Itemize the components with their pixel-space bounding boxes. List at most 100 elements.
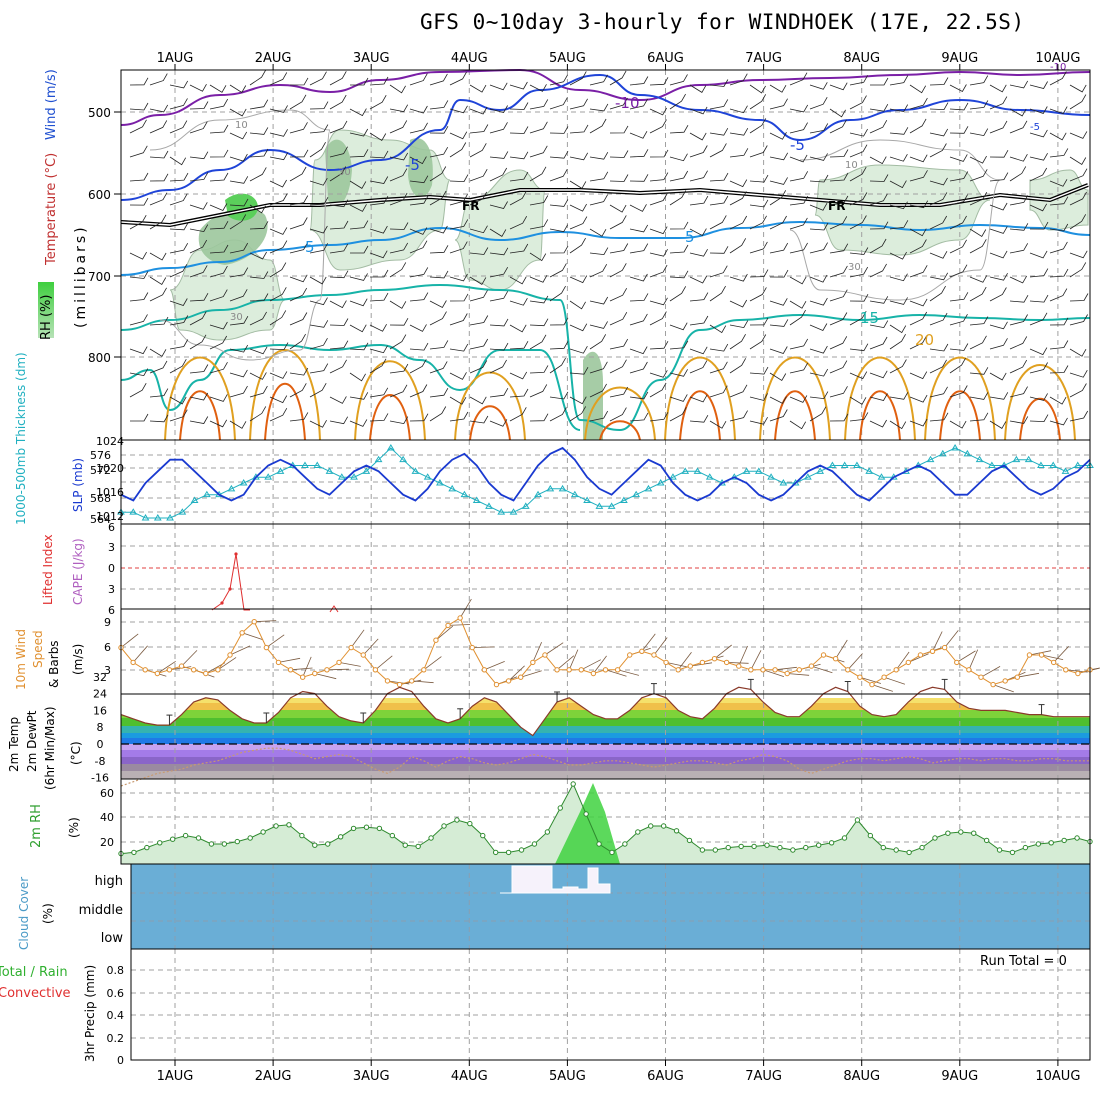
wind-speed-point — [275, 659, 282, 666]
wind-barb — [309, 276, 327, 285]
wind-barb — [1029, 203, 1048, 212]
thickness-point — [546, 484, 555, 492]
wind-barb — [829, 149, 849, 158]
temperature-contour-hot — [774, 390, 816, 441]
wind-barb — [649, 382, 667, 398]
wind-barb — [289, 195, 309, 206]
wind-speed-point — [263, 644, 270, 651]
wind-barb — [849, 266, 869, 278]
wind-barb — [1009, 195, 1029, 206]
wind-barb — [909, 371, 928, 380]
wind-barb — [629, 204, 647, 212]
temperature-contour-hot — [179, 390, 221, 441]
wind-barb — [549, 357, 566, 374]
day-label-top: 3AUG — [353, 51, 390, 66]
rh-point — [1048, 840, 1054, 846]
wind-barb — [329, 220, 349, 230]
wind-barb — [569, 406, 587, 422]
wind-barb — [229, 420, 247, 429]
wind-barb — [309, 178, 328, 186]
wind-barb — [769, 298, 788, 306]
rh-shade-mid — [408, 138, 433, 198]
rh-point — [1022, 844, 1029, 851]
wind-barb — [929, 102, 949, 111]
temperature-contour-warm — [584, 386, 656, 441]
temperature-contour-warm — [249, 349, 321, 441]
wind-barb — [809, 274, 828, 283]
wind-speed-point — [384, 678, 391, 684]
rh-point — [725, 844, 731, 851]
wind-barb — [689, 132, 707, 141]
wind-barb — [209, 419, 228, 428]
wind-barb — [389, 384, 408, 398]
wind-barb — [849, 412, 869, 422]
wind-barb — [149, 316, 169, 326]
temp-band — [121, 703, 1090, 710]
wind-barb — [549, 245, 569, 254]
wind-barb — [889, 75, 909, 86]
wind-barb — [969, 239, 987, 254]
wind-barb — [369, 196, 389, 206]
wind-barb — [849, 128, 868, 137]
thickness-point — [141, 514, 150, 521]
wind-barb — [641, 633, 656, 652]
wind-barb — [989, 372, 1007, 381]
thickness-point — [534, 490, 542, 498]
day-label-bottom: 7AUG — [745, 1069, 782, 1084]
wind-barb — [569, 71, 587, 86]
temperature-contour-hot — [679, 390, 721, 441]
wind-barb — [169, 315, 189, 326]
wind-barb — [169, 80, 189, 89]
slp-series — [120, 446, 1091, 502]
wind-barb — [289, 94, 307, 110]
rh-point — [673, 828, 680, 834]
wind-barb — [249, 346, 268, 355]
wind-barb — [629, 149, 649, 158]
wind-barb — [789, 309, 806, 326]
wind-speed-point — [893, 667, 899, 673]
rh-point — [996, 847, 1003, 853]
wind-barb — [309, 363, 329, 374]
wind-barb — [269, 371, 288, 379]
wind-barb — [1049, 340, 1069, 350]
wind-barb — [289, 166, 307, 182]
wind-speed-point — [1002, 678, 1008, 684]
wind-barb — [469, 315, 489, 326]
wind-barb — [249, 385, 268, 398]
temp-band — [121, 698, 1090, 703]
wind-barb — [369, 358, 387, 374]
wind-barb — [1049, 196, 1069, 206]
wind-barb — [629, 174, 649, 182]
temperature-contour-warm — [759, 356, 831, 441]
wind-barb — [338, 662, 361, 667]
wind-barb — [629, 361, 648, 374]
wind-speed-point — [203, 670, 209, 677]
rh-point — [557, 805, 563, 811]
wind-barb — [653, 637, 668, 656]
rh-contour — [789, 139, 1001, 301]
day-label-top: 10AUG — [1035, 51, 1080, 66]
wind-barb — [762, 669, 785, 677]
rh-point — [815, 842, 822, 848]
wind-barb — [769, 372, 787, 382]
rh-point — [635, 829, 641, 835]
wind-barb — [229, 316, 249, 326]
wind-barb — [895, 651, 910, 671]
wind-speed-point — [602, 667, 609, 673]
wind-barb — [829, 336, 848, 350]
wind-barb — [809, 203, 828, 211]
wind-barb — [369, 250, 388, 259]
wind-barb — [789, 72, 808, 86]
wind-barb — [889, 104, 909, 113]
wind-barb — [209, 149, 229, 158]
wind-barb — [789, 276, 807, 285]
wind-barb — [1029, 221, 1049, 230]
wind-barb — [871, 684, 894, 692]
panel-frame — [120, 523, 1091, 610]
contour-label: 10 — [845, 160, 858, 171]
wind-barb — [189, 364, 209, 374]
wind-barb — [289, 122, 308, 134]
wind-barb — [589, 118, 607, 134]
wind-barb — [508, 665, 525, 682]
rh-point — [441, 823, 447, 829]
